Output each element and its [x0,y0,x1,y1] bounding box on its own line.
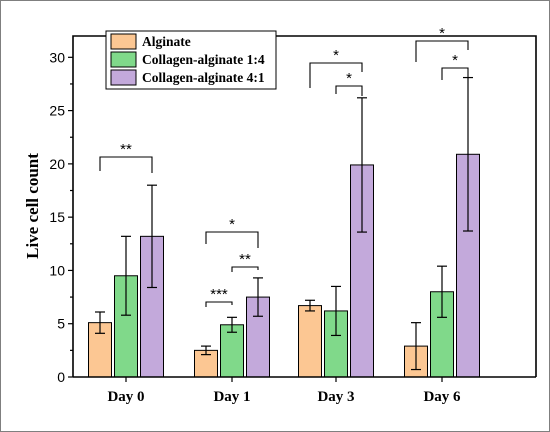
significance-bracket [335,85,363,96]
significance-bracket [205,231,259,248]
y-tick-label: 0 [57,369,65,385]
significance-layer: ********** ** [99,25,469,307]
y-tick-label: 30 [49,49,65,65]
bar [298,305,322,378]
significance-label: * [439,25,445,42]
legend-swatch [110,51,137,68]
significance-bracket [99,156,153,173]
y-tick-label: 10 [49,262,65,278]
plot-border [72,35,537,377]
legend: Alginate Collagen-alginate 1:4 Collagen-al… [105,30,277,90]
legend-label: Alginate [142,34,191,49]
x-tick-label: Day 0 [107,389,144,405]
significance-label: * [452,52,458,69]
significance-label: *** [210,286,228,303]
significance-bracket [309,62,363,88]
significance-bracket [441,67,469,80]
axes-layer [72,35,537,378]
legend-label: Collagen-alginate 4:1 [142,70,265,85]
y-tick-label: 15 [49,209,65,225]
legend-swatch [110,33,137,50]
significance-label: * [229,216,235,233]
y-tick-label: 5 [57,316,65,332]
significance-bracket [231,266,259,272]
significance-bracket [415,40,469,62]
x-tick-label: Day 6 [423,389,461,405]
significance-label: * [346,70,352,87]
y-tick-label: 20 [49,156,65,172]
x-tick-label: Day 3 [317,389,354,405]
significance-label: * [333,47,339,64]
x-tick-label: Day 1 [213,389,250,405]
y-ticks: 0 5 10 15 20 25 30 [49,49,73,385]
y-tick-label: 25 [49,103,65,119]
y-axis-label: Live cell count [23,153,42,259]
x-tick-labels: Day 0 Day 1 Day 3 Day 6 [107,377,461,405]
error-bars-layer [95,76,473,371]
significance-bracket [205,301,233,307]
significance-label: ** [120,141,132,158]
bars-layer [88,153,480,378]
legend-swatch [110,69,137,86]
significance-label: ** [239,251,251,268]
legend-label: Collagen-alginate 1:4 [142,52,265,67]
